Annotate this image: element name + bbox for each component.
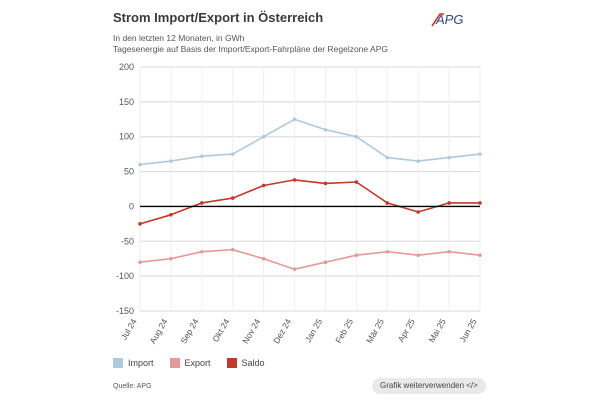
data-point-export (354, 253, 359, 258)
data-point-saldo (138, 222, 142, 226)
data-point-export (416, 253, 420, 258)
data-point-export (230, 247, 235, 252)
x-tick-label: Apr 25 (396, 317, 417, 344)
data-point-export (447, 249, 451, 254)
legend-item-export[interactable]: Export (169, 358, 211, 368)
data-point-import (478, 152, 482, 156)
y-tick-label: -50 (121, 236, 134, 246)
x-tick-label: Mai 25 (426, 317, 448, 344)
y-tick-label: -100 (116, 271, 134, 281)
data-point-import (138, 162, 142, 167)
reuse-graphic-button[interactable]: Grafik weiterverwenden </> (372, 378, 486, 394)
legend-label-export: Export (184, 358, 211, 368)
subtitle-units: In den letzten 12 Monaten, in GWh (113, 33, 245, 43)
logo-text: APG (435, 12, 463, 27)
data-point-saldo (478, 201, 482, 205)
saldo-swatch (226, 358, 237, 368)
legend-item-saldo[interactable]: Saldo (226, 358, 265, 368)
data-point-export (200, 249, 204, 254)
data-point-import (323, 127, 328, 132)
data-point-import (292, 117, 297, 122)
data-point-saldo (354, 180, 359, 184)
x-tick-label: Jun 25 (457, 317, 479, 344)
source-note: Quelle: APG (113, 383, 152, 390)
data-point-import (385, 155, 390, 160)
data-point-saldo (230, 196, 235, 200)
data-point-saldo (292, 178, 297, 182)
data-point-export (478, 253, 482, 258)
data-point-saldo (416, 210, 420, 214)
data-point-import (169, 159, 173, 163)
y-tick-label: 50 (124, 167, 134, 177)
data-point-saldo (169, 212, 173, 217)
x-tick-label: Jan 25 (303, 317, 325, 344)
data-point-saldo (261, 183, 266, 188)
x-tick-label: Sep 24 (178, 317, 200, 346)
y-tick-label: -150 (116, 306, 134, 316)
y-tick-label: 150 (119, 97, 134, 107)
data-point-export (292, 267, 297, 271)
series-line-export (139, 248, 481, 271)
data-point-import (416, 159, 420, 163)
legend: Import Export Saldo (113, 358, 265, 368)
data-point-import (354, 134, 359, 139)
grid-lines (139, 66, 481, 312)
apg-logo: APG (431, 12, 463, 27)
import-swatch (113, 358, 123, 368)
data-point-export (261, 256, 266, 261)
legend-label-saldo: Saldo (241, 358, 265, 368)
data-point-import (200, 154, 204, 159)
data-point-saldo (447, 201, 451, 205)
data-point-saldo (385, 201, 390, 205)
y-tick-label: 0 (129, 201, 134, 211)
data-point-saldo (200, 201, 204, 205)
y-tick-label: 100 (119, 132, 134, 142)
series-line-saldo (139, 179, 480, 225)
data-point-export (385, 249, 390, 254)
y-axis: 200 150 100 50 0 -50 -100 -150 (116, 62, 134, 316)
legend-label-import: Import (128, 358, 154, 368)
data-point-export (323, 260, 328, 265)
data-point-export (169, 256, 173, 261)
x-tick-label: Dez 24 (271, 317, 293, 346)
x-tick-label: Feb 25 (333, 317, 355, 345)
data-point-import (261, 134, 266, 139)
data-point-saldo (323, 181, 328, 186)
series-line-import (139, 118, 481, 166)
x-tick-label: Aug 24 (148, 317, 170, 346)
data-point-import (447, 155, 451, 160)
y-tick-label: 200 (119, 62, 134, 72)
series-group (138, 117, 482, 271)
export-swatch (169, 358, 180, 368)
x-tick-label: Okt 24 (210, 317, 231, 344)
data-point-import (230, 152, 235, 156)
x-tick-label: Nov 24 (240, 317, 262, 346)
x-tick-label: Jul 24 (119, 317, 139, 342)
legend-item-import[interactable]: Import (113, 358, 154, 368)
x-tick-label: Mär 25 (364, 317, 386, 345)
x-axis: Jul 24 Aug 24 Sep 24 Okt 24 Nov 24 Dez 24 Jan … (119, 317, 479, 346)
data-point-export (138, 260, 142, 265)
chart-title: Strom Import/Export in Österreich (113, 10, 324, 25)
subtitle-description: Tagesenergie auf Basis der Import/Export… (113, 44, 388, 54)
